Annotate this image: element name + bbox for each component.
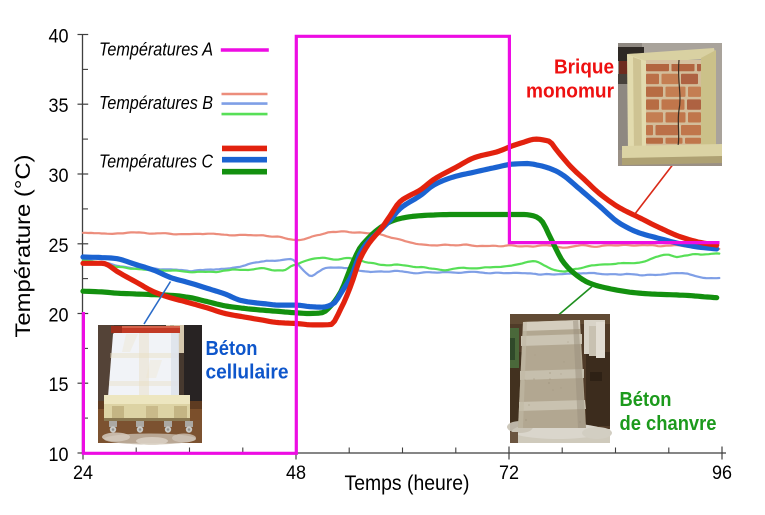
- svg-text:Béton: Béton: [206, 338, 258, 360]
- svg-text:48: 48: [286, 463, 306, 484]
- svg-text:Températures C: Températures C: [99, 152, 214, 172]
- svg-text:Brique: Brique: [554, 57, 614, 79]
- svg-text:monomur: monomur: [526, 81, 614, 103]
- svg-text:35: 35: [49, 96, 69, 117]
- svg-text:72: 72: [499, 463, 519, 484]
- svg-text:20: 20: [49, 306, 69, 327]
- svg-text:25: 25: [49, 236, 69, 257]
- svg-text:de chanvre: de chanvre: [620, 413, 717, 435]
- svg-text:Temps (heure): Temps (heure): [345, 472, 470, 495]
- svg-text:Températures A: Températures A: [99, 40, 213, 60]
- svg-text:24: 24: [73, 463, 93, 484]
- svg-text:cellulaire: cellulaire: [206, 362, 289, 384]
- svg-text:Températures B: Températures B: [99, 93, 213, 113]
- svg-text:15: 15: [49, 375, 69, 396]
- svg-text:96: 96: [712, 463, 732, 484]
- svg-text:Température (°C): Température (°C): [12, 155, 35, 338]
- svg-text:40: 40: [49, 27, 69, 48]
- svg-text:Béton: Béton: [620, 389, 672, 411]
- svg-text:10: 10: [49, 445, 69, 466]
- svg-text:30: 30: [49, 166, 69, 187]
